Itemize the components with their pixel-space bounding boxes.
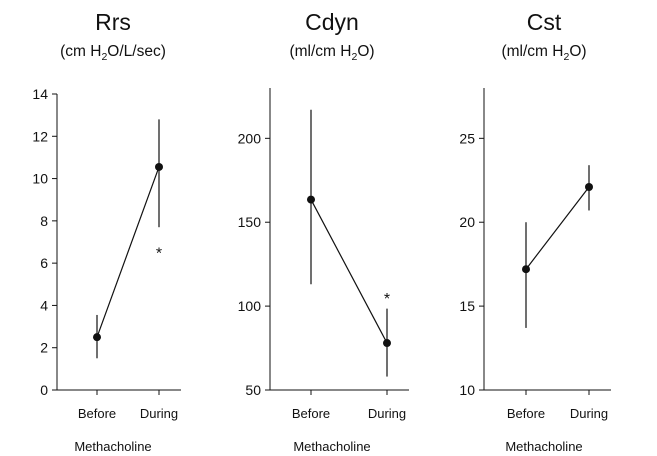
x-axis-label: Methacholine xyxy=(505,439,582,454)
y-tick-label: 20 xyxy=(459,214,475,230)
x-tick-label: During xyxy=(140,406,178,421)
y-tick-label: 4 xyxy=(40,297,48,313)
y-tick-label: 150 xyxy=(238,214,262,230)
series-line xyxy=(310,199,388,344)
significance-marker: * xyxy=(156,245,162,262)
subtitle-part: O) xyxy=(569,43,586,60)
data-point xyxy=(522,265,530,274)
y-tick-label: 10 xyxy=(32,171,48,187)
subtitle-part: O/L/sec) xyxy=(107,43,166,60)
data-point xyxy=(155,162,163,171)
chart-title: Cst xyxy=(527,9,562,35)
subtitle-subscript: 2 xyxy=(351,51,357,63)
subtitle-part: (ml/cm H xyxy=(289,43,351,60)
series-line xyxy=(525,186,590,270)
x-tick-label: Before xyxy=(507,406,545,421)
series-line xyxy=(96,166,160,338)
y-tick-label: 15 xyxy=(459,298,475,314)
data-point xyxy=(383,339,391,348)
data-point xyxy=(307,195,315,204)
subtitle-part: O) xyxy=(357,43,374,60)
x-tick-label: During xyxy=(368,406,406,421)
y-tick-label: 100 xyxy=(238,298,262,314)
chart-panel-2: Cdyn (ml/cm H2O) 50 100 150 200 Before During Me… xyxy=(238,9,409,454)
chart-subtitle: (ml/cm H2O) xyxy=(501,43,586,63)
chart-title: Rrs xyxy=(95,9,131,35)
y-tick-label: 200 xyxy=(238,130,262,146)
y-tick-label: 14 xyxy=(32,86,48,102)
subtitle-part: (cm H xyxy=(60,43,101,60)
x-tick-label: Before xyxy=(78,406,116,421)
y-tick-label: 12 xyxy=(32,128,48,144)
subtitle-part: (ml/cm H xyxy=(501,43,563,60)
x-tick-label: Before xyxy=(292,406,330,421)
y-tick-label: 25 xyxy=(459,130,475,146)
y-tick-label: 2 xyxy=(40,340,48,356)
x-axis-label: Methacholine xyxy=(74,439,151,454)
chart-panel-3: Cst (ml/cm H2O) 10 15 20 25 Before During Methac… xyxy=(459,9,611,454)
subtitle-subscript: 2 xyxy=(101,51,107,63)
subtitle-subscript: 2 xyxy=(563,51,569,63)
significance-marker: * xyxy=(384,291,390,308)
chart-title: Cdyn xyxy=(305,9,359,35)
chart-subtitle: (cm H2O/L/sec) xyxy=(60,43,166,63)
y-tick-label: 0 xyxy=(40,382,48,398)
data-point xyxy=(93,333,101,342)
y-tick-label: 50 xyxy=(245,382,261,398)
data-point xyxy=(585,182,593,191)
y-tick-label: 6 xyxy=(40,255,48,271)
chart-subtitle: (ml/cm H2O) xyxy=(289,43,374,63)
y-tick-label: 8 xyxy=(40,213,48,229)
x-axis-label: Methacholine xyxy=(293,439,370,454)
y-tick-label: 10 xyxy=(459,382,475,398)
x-tick-label: During xyxy=(570,406,608,421)
